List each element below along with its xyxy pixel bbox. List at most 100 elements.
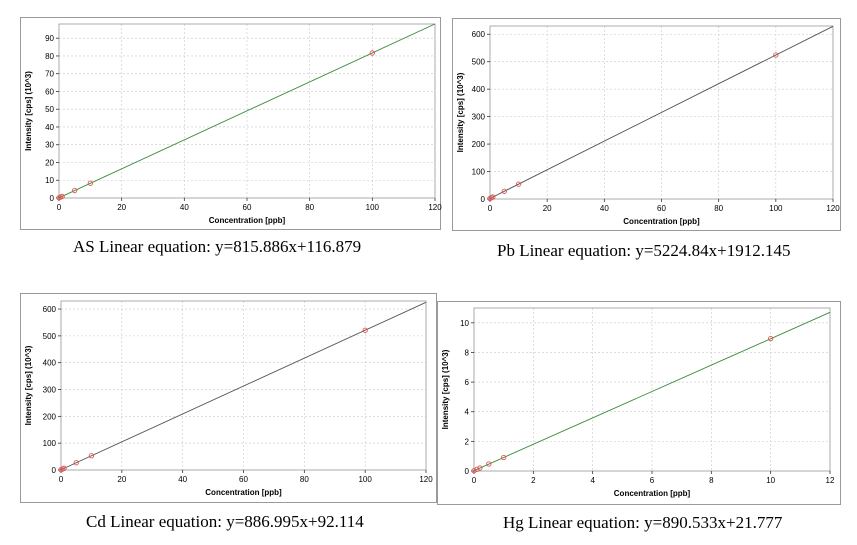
x-tick-label: 0 — [59, 475, 64, 484]
chart-panel-pb: 0 20 40 60 80 100 120 0 100 200 300 400 500 600 Concen… — [452, 18, 841, 231]
y-tick-label: 100 — [43, 439, 57, 448]
fit-line — [473, 311, 831, 472]
y-tick-label: 400 — [43, 359, 57, 368]
x-axis-label: Concentration [ppb] — [205, 488, 282, 497]
data-point — [486, 461, 492, 467]
y-axis-label: Intensity [cps] (10^3) — [456, 72, 465, 152]
x-tick-label: 60 — [657, 204, 666, 213]
data-point — [515, 181, 522, 187]
x-tick-label: 60 — [239, 475, 248, 484]
chart-cd: 0 20 40 60 80 100 120 0 100 200 300 400 500 600 Concen… — [24, 300, 433, 497]
fit-line — [58, 23, 436, 199]
data-point — [88, 453, 95, 459]
data-point — [362, 327, 368, 333]
y-tick-label: 70 — [45, 70, 54, 79]
chart-hg: 0 2 4 6 8 10 12 0 2 4 6 8 10 Concentration [ppb] Inten… — [441, 307, 835, 498]
data-point — [501, 188, 507, 194]
x-tick-label: 80 — [305, 203, 314, 212]
y-tick-label: 600 — [43, 305, 57, 314]
x-tick-label: 100 — [358, 475, 372, 484]
data-point — [73, 460, 79, 466]
y-tick-label: 300 — [43, 386, 57, 395]
y-tick-label: 8 — [465, 348, 470, 357]
x-tick-label: 10 — [766, 476, 775, 485]
chart-panel-as: 0 20 40 60 80 100 120 0 10 20 30 40 50 60 70 80 90 Concen… — [20, 17, 442, 230]
x-tick-label: 100 — [769, 204, 783, 213]
y-tick-label: 600 — [472, 30, 486, 39]
y-axis-label: Intensity [cps] (10^3) — [24, 71, 33, 151]
y-tick-label: 50 — [45, 105, 54, 114]
caption-cd: Cd Linear equation: y=886.995x+92.114 — [86, 512, 364, 531]
data-point — [477, 465, 483, 471]
x-tick-label: 20 — [117, 203, 126, 212]
data-point — [471, 468, 477, 474]
caption-as: AS Linear equation: y=815.886x+116.879 — [73, 237, 362, 256]
x-tick-label: 2 — [531, 476, 536, 485]
y-tick-label: 6 — [465, 378, 470, 387]
data-point — [474, 466, 480, 473]
x-tick-label: 120 — [428, 203, 442, 212]
data-point — [768, 336, 774, 342]
x-tick-label: 40 — [180, 203, 189, 212]
x-tick-label: 100 — [366, 203, 380, 212]
x-tick-label: 0 — [488, 204, 493, 213]
caption-hg: Hg Linear equation: y=890.533x+21.777 — [503, 513, 783, 532]
fit-line — [489, 25, 834, 199]
fit-line — [60, 301, 427, 471]
y-tick-label: 0 — [465, 467, 470, 476]
data-point — [369, 50, 375, 56]
x-axis-label: Concentration [ppb] — [209, 216, 286, 225]
x-tick-label: 0 — [472, 476, 477, 485]
y-tick-label: 10 — [45, 176, 54, 185]
y-tick-label: 0 — [52, 466, 57, 475]
y-tick-label: 80 — [45, 52, 54, 61]
x-tick-label: 120 — [419, 475, 433, 484]
data-point — [501, 454, 507, 461]
data-point — [87, 180, 93, 186]
data-point — [61, 465, 67, 471]
y-tick-label: 30 — [45, 141, 54, 150]
y-tick-label: 100 — [472, 168, 486, 177]
y-tick-label: 90 — [45, 34, 54, 43]
x-tick-label: 80 — [300, 475, 309, 484]
x-tick-label: 12 — [826, 476, 835, 485]
y-tick-label: 20 — [45, 158, 54, 167]
chart-panel-hg: 0 2 4 6 8 10 12 0 2 4 6 8 10 Concentration [ppb] Inten… — [437, 301, 841, 505]
y-tick-label: 200 — [472, 140, 486, 149]
x-axis-label: Concentration [ppb] — [614, 489, 691, 498]
x-tick-label: 120 — [826, 204, 840, 213]
x-tick-label: 80 — [714, 204, 723, 213]
x-tick-label: 20 — [117, 475, 126, 484]
y-tick-label: 400 — [472, 85, 486, 94]
chart-panel-cd: 0 20 40 60 80 100 120 0 100 200 300 400 500 600 Concen… — [20, 293, 437, 503]
data-point — [490, 194, 496, 200]
y-tick-label: 300 — [472, 113, 486, 122]
y-tick-label: 500 — [43, 332, 57, 341]
x-tick-label: 40 — [600, 204, 609, 213]
x-tick-label: 0 — [57, 203, 62, 212]
chart-pb: 0 20 40 60 80 100 120 0 100 200 300 400 500 600 Concen… — [456, 25, 840, 226]
y-tick-label: 2 — [465, 437, 470, 446]
data-point — [773, 52, 779, 58]
chart-as: 0 20 40 60 80 100 120 0 10 20 30 40 50 60 70 80 90 Concen… — [24, 23, 442, 225]
caption-pb: Pb Linear equation: y=5224.84x+1912.145 — [497, 241, 791, 260]
x-tick-label: 4 — [590, 476, 595, 485]
y-tick-label: 0 — [481, 195, 486, 204]
x-tick-label: 8 — [709, 476, 714, 485]
y-axis-label: Intensity [cps] (10^3) — [24, 345, 33, 425]
y-tick-label: 200 — [43, 412, 57, 421]
x-tick-label: 20 — [543, 204, 552, 213]
y-tick-label: 10 — [460, 319, 469, 328]
x-tick-label: 60 — [243, 203, 252, 212]
y-tick-label: 0 — [50, 194, 55, 203]
y-tick-label: 4 — [465, 408, 470, 417]
y-axis-label: Intensity [cps] (10^3) — [441, 349, 450, 429]
y-tick-label: 60 — [45, 87, 54, 96]
data-point — [59, 193, 65, 199]
x-tick-label: 6 — [650, 476, 655, 485]
x-axis-label: Concentration [ppb] — [623, 217, 700, 226]
data-point — [72, 187, 78, 194]
x-tick-label: 40 — [178, 475, 187, 484]
y-tick-label: 40 — [45, 123, 54, 132]
y-tick-label: 500 — [472, 58, 486, 67]
